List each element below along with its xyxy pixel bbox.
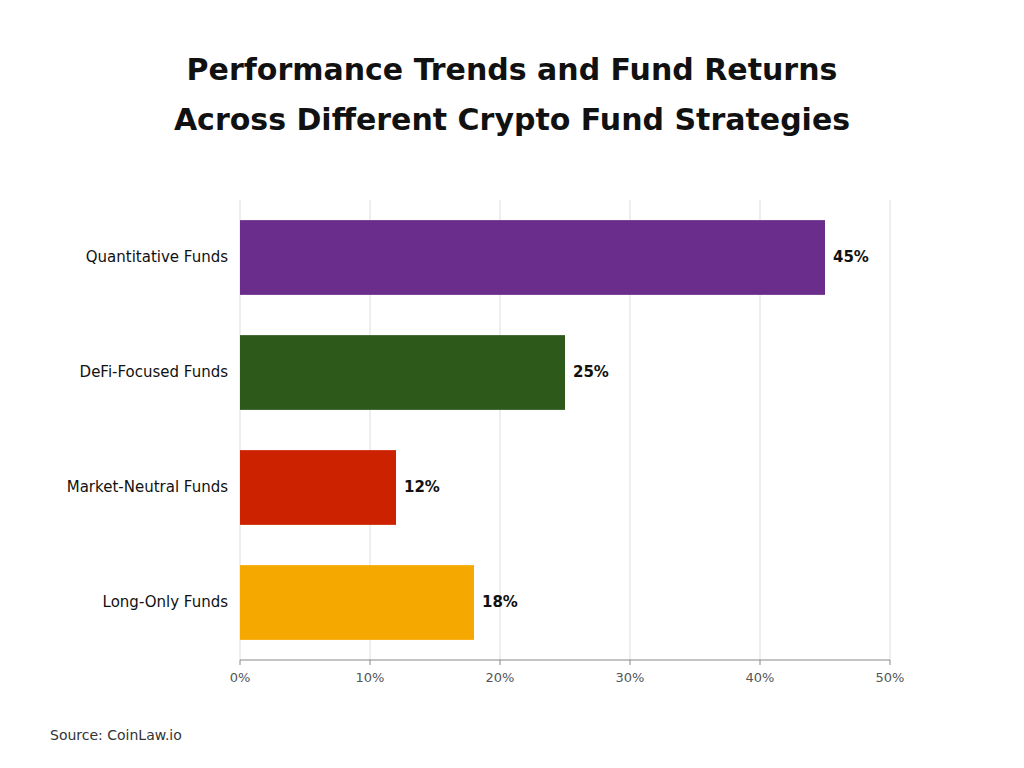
chart-svg: Performance Trends and Fund Returns Acros… xyxy=(0,0,1024,768)
y-axis-labels: Quantitative Funds DeFi-Focused Funds Mark… xyxy=(67,248,228,611)
bar xyxy=(240,220,825,295)
tick-label: 0% xyxy=(230,670,251,685)
category-label: Long-Only Funds xyxy=(103,593,229,611)
chart-container: Performance Trends and Fund Returns Acros… xyxy=(0,0,1024,768)
category-label: DeFi-Focused Funds xyxy=(80,363,229,381)
category-label: Quantitative Funds xyxy=(86,248,228,266)
data-labels: 45% 25% 12% 18% xyxy=(404,248,869,611)
tick-label: 10% xyxy=(356,670,385,685)
tick-label: 50% xyxy=(876,670,905,685)
data-label: 12% xyxy=(404,478,440,496)
grid xyxy=(240,200,890,660)
tick-mark xyxy=(240,660,241,665)
grid-line xyxy=(890,200,891,660)
tick-label: 40% xyxy=(746,670,775,685)
bar xyxy=(240,450,396,525)
tick-mark xyxy=(760,660,761,665)
bar xyxy=(240,335,565,410)
subtitle: Across Different Crypto Fund Strategies xyxy=(174,102,850,137)
category-label: Market-Neutral Funds xyxy=(67,478,228,496)
tick-label: 30% xyxy=(616,670,645,685)
bar xyxy=(240,565,474,640)
data-label: 25% xyxy=(573,363,609,381)
title: Performance Trends and Fund Returns xyxy=(187,52,838,87)
x-axis-line xyxy=(240,660,890,661)
tick-mark xyxy=(890,660,891,665)
x-axis-ticks: 0% 10% 20% 30% 40% 50% xyxy=(230,660,905,685)
tick-mark xyxy=(500,660,501,665)
bars xyxy=(240,220,825,640)
data-label: 45% xyxy=(833,248,869,266)
data-label: 18% xyxy=(482,593,518,611)
tick-mark xyxy=(370,660,371,665)
tick-mark xyxy=(630,660,631,665)
source-note: Source: CoinLaw.io xyxy=(50,727,182,743)
tick-label: 20% xyxy=(486,670,515,685)
